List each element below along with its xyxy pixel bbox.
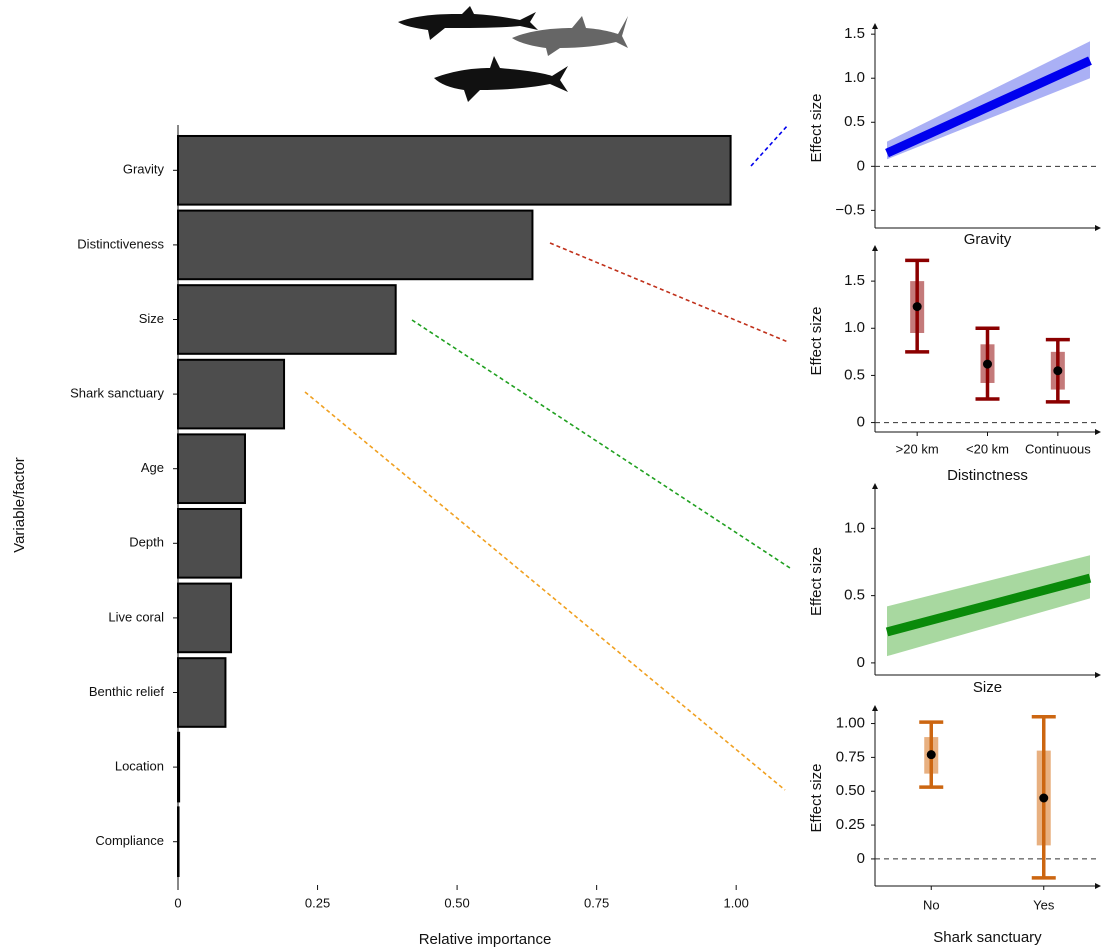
- y-tick-label: Shark sanctuary: [70, 386, 164, 401]
- bar: [178, 360, 284, 429]
- bar: [178, 584, 231, 653]
- y-tick-label: 0: [857, 850, 865, 867]
- y-axis-label: Effect size: [808, 547, 825, 616]
- bar: [178, 434, 245, 503]
- y-tick-label: −0.5: [835, 201, 865, 218]
- x-tick-label: <20 km: [966, 441, 1009, 456]
- y-tick-label: Gravity: [123, 162, 165, 177]
- figure: 00.250.500.751.00GravityDistinctivenessS…: [0, 0, 1104, 950]
- bar: [178, 807, 179, 876]
- y-tick-label: 0: [857, 654, 865, 671]
- y-tick-label: 0: [857, 414, 865, 431]
- point-estimate: [927, 750, 936, 759]
- x-axis-label: Relative importance: [419, 931, 552, 948]
- point-estimate: [913, 302, 922, 311]
- bar: [178, 285, 396, 354]
- x-axis-label: Shark sanctuary: [933, 929, 1042, 946]
- bar: [178, 733, 179, 802]
- y-tick-label: 0.25: [836, 816, 865, 833]
- x-tick-label: >20 km: [896, 441, 939, 456]
- y-tick-label: 0.5: [844, 113, 865, 130]
- bar: [178, 211, 532, 280]
- y-axis-label: Effect size: [808, 307, 825, 376]
- x-tick-label: 0.75: [584, 895, 609, 910]
- y-tick-label: Location: [115, 759, 164, 774]
- x-axis-label: Distinctness: [947, 467, 1028, 484]
- x-tick-label: 1.00: [724, 895, 749, 910]
- y-tick-label: 1.00: [836, 715, 865, 732]
- y-axis-label: Effect size: [808, 764, 825, 833]
- y-tick-label: 0: [857, 157, 865, 174]
- y-tick-label: Compliance: [95, 833, 164, 848]
- effect-line: [887, 61, 1090, 154]
- y-tick-label: Age: [141, 460, 164, 475]
- x-tick-label: 0.50: [444, 895, 469, 910]
- y-tick-label: Live coral: [108, 609, 164, 624]
- point-estimate: [983, 360, 992, 369]
- y-axis-label: Effect size: [808, 94, 825, 163]
- y-tick-label: 1.5: [844, 272, 865, 289]
- x-axis-label: Size: [973, 679, 1002, 696]
- y-tick-label: 1.5: [844, 25, 865, 42]
- bar: [178, 136, 731, 205]
- bar: [178, 509, 241, 578]
- y-axis-label: Variable/factor: [11, 457, 28, 553]
- y-tick-label: 1.0: [844, 69, 865, 86]
- y-tick-label: 1.0: [844, 319, 865, 336]
- x-tick-label: 0.25: [305, 895, 330, 910]
- y-tick-label: 0.5: [844, 366, 865, 383]
- x-tick-label: 0: [174, 895, 181, 910]
- y-tick-label: Size: [139, 311, 164, 326]
- y-tick-label: Depth: [129, 535, 164, 550]
- y-tick-label: 1.0: [844, 519, 865, 536]
- y-tick-label: 0.75: [836, 748, 865, 765]
- y-tick-label: 0.5: [844, 587, 865, 604]
- point-estimate: [1039, 794, 1048, 803]
- y-tick-label: Distinctiveness: [77, 236, 164, 251]
- y-tick-label: Benthic relief: [89, 684, 165, 699]
- x-tick-label: No: [923, 897, 940, 912]
- x-tick-label: Yes: [1033, 897, 1055, 912]
- x-tick-label: Continuous: [1025, 441, 1091, 456]
- bar: [178, 658, 225, 727]
- shark-silhouettes: [398, 6, 628, 102]
- y-tick-label: 0.50: [836, 782, 865, 799]
- point-estimate: [1053, 366, 1062, 375]
- x-axis-label: Gravity: [964, 231, 1012, 248]
